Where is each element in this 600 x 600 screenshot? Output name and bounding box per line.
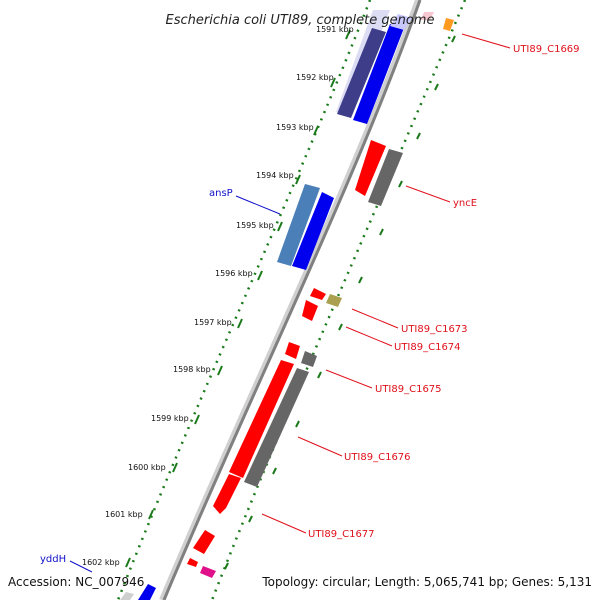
inner-tick-marks <box>224 35 456 570</box>
tick-label-1598: 1598 kbp <box>173 365 211 374</box>
gene-arrow-yncE-red[interactable] <box>355 140 386 196</box>
gene-label-c1676[interactable]: UTI89_C1676 <box>344 452 411 463</box>
gene-bar-top-navy[interactable] <box>337 28 386 118</box>
gene-bar-yncE-gray[interactable] <box>368 149 403 206</box>
outer-dotted-arc <box>116 0 372 600</box>
gene-label-c1673[interactable]: UTI89_C1673 <box>401 324 468 335</box>
gene-arrow-c1669-pink[interactable] <box>421 12 434 20</box>
tick-label-1601: 1601 kbp <box>105 510 143 519</box>
tick-label-1594: 1594 kbp <box>256 171 294 180</box>
gene-arrow-c1676-red[interactable] <box>229 360 294 478</box>
map-title: Escherichia coli UTI89, complete genome <box>166 13 435 28</box>
gene-arrow-c1677-red[interactable] <box>213 474 241 514</box>
leader-lines <box>69 33 511 573</box>
gene-bar-small-magenta[interactable] <box>200 566 216 578</box>
gene-label-c1677[interactable]: UTI89_C1677 <box>308 529 375 540</box>
gene-bar-c1676-gray[interactable] <box>244 368 309 487</box>
tick-label-1595: 1595 kbp <box>236 221 274 230</box>
gene-bar-top-blue-light[interactable] <box>390 14 412 30</box>
gene-label-ansP[interactable]: ansP <box>209 188 233 199</box>
tick-label-1597: 1597 kbp <box>194 318 232 327</box>
tick-label-1602: 1602 kbp <box>82 558 120 567</box>
gene-label-yncE[interactable]: yncE <box>453 198 477 209</box>
gene-label-yddH[interactable]: yddH <box>40 554 66 565</box>
gene-arrow-small-red-2[interactable] <box>187 558 198 567</box>
gene-bar-c1675-gray[interactable] <box>301 351 317 367</box>
gene-arrow-c1669-orange[interactable] <box>443 18 454 31</box>
tick-label-1600: 1600 kbp <box>128 463 166 472</box>
topology-text: Topology: circular; Length: 5,065,741 bp… <box>261 575 592 589</box>
genome-backbone-shade <box>162 0 422 600</box>
tick-label-1593: 1593 kbp <box>276 123 314 132</box>
gene-arrow-small-red-1[interactable] <box>193 530 215 554</box>
gene-label-c1675[interactable]: UTI89_C1675 <box>375 384 442 395</box>
gene-bar-c1673-olive[interactable] <box>326 294 342 307</box>
gene-bar-ansP-steel[interactable] <box>277 184 320 266</box>
gene-label-c1669[interactable]: UTI89_C1669 <box>513 44 580 55</box>
inner-genes <box>187 12 454 578</box>
gene-bar-ansP-blue[interactable] <box>292 192 334 270</box>
gene-arrow-c1673-red[interactable] <box>310 288 326 300</box>
tick-label-1592: 1592 kbp <box>296 73 334 82</box>
tick-label-1599: 1599 kbp <box>151 414 189 423</box>
gene-arrow-c1674-red[interactable] <box>302 300 318 321</box>
gene-bar-top-blue[interactable] <box>353 24 404 124</box>
gene-label-c1674[interactable]: UTI89_C1674 <box>394 342 461 353</box>
accession-text: Accession: NC_007946 <box>8 575 144 589</box>
gene-bar-yddH-blue[interactable] <box>138 584 156 600</box>
gene-arrow-c1675-red[interactable] <box>285 342 300 359</box>
kbp-labels: 1591 kbp 1592 kbp 1593 kbp 1594 kbp 1595… <box>82 25 354 567</box>
genome-backbone <box>159 0 421 600</box>
outer-genes <box>120 10 412 600</box>
gene-bar-yddH-gray[interactable] <box>120 592 134 600</box>
outer-tick-marks <box>125 29 351 568</box>
tick-label-1596: 1596 kbp <box>215 269 253 278</box>
tick-label-1591: 1591 kbp <box>316 25 354 34</box>
